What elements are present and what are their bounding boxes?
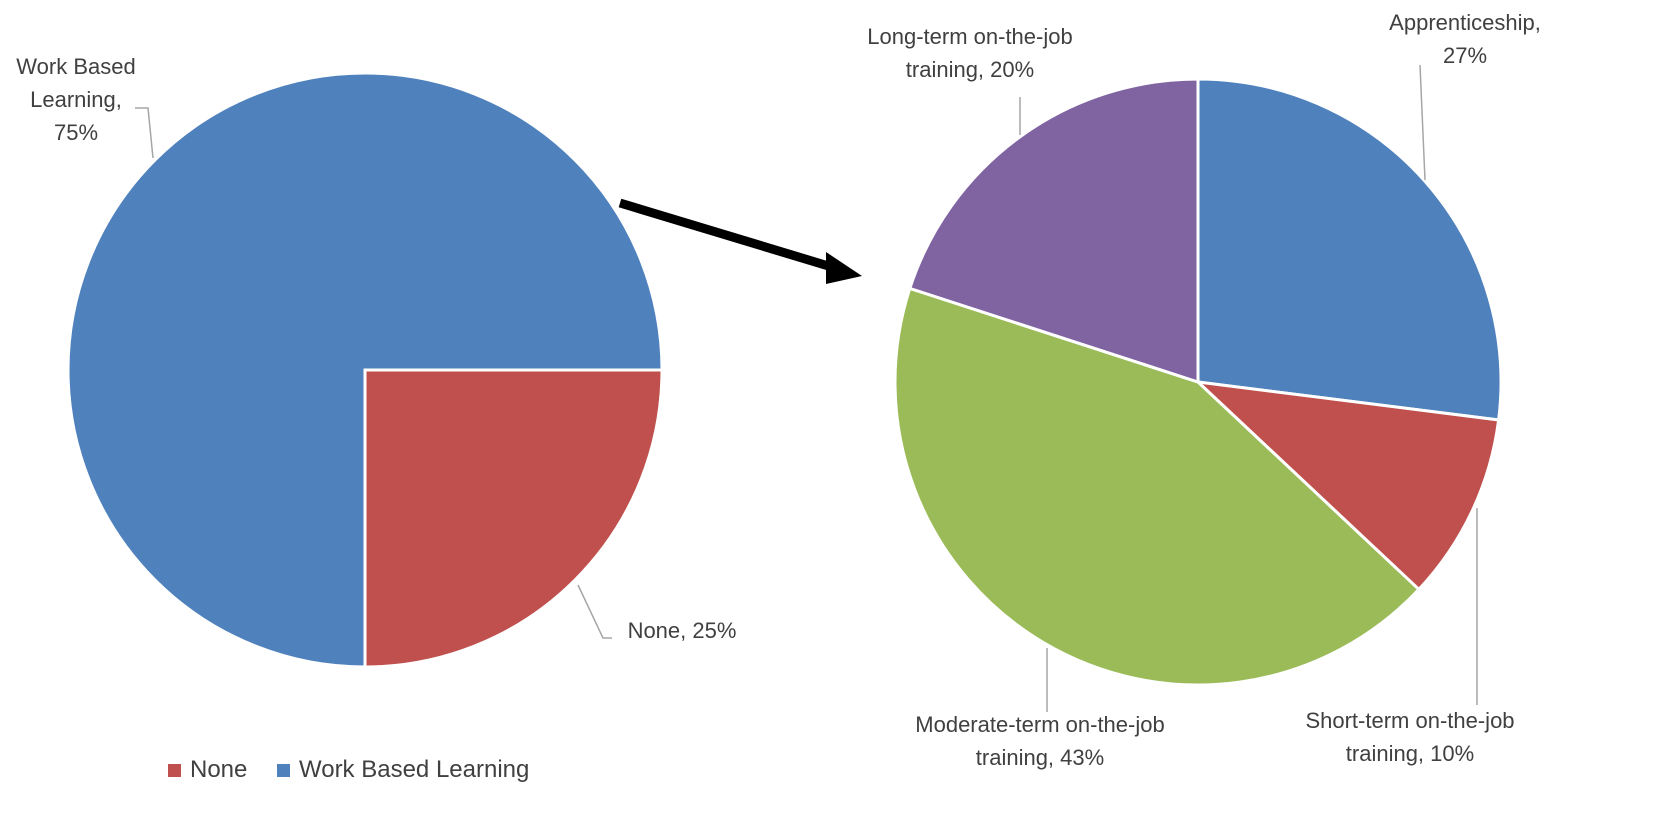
pie-slice (1196, 77, 1503, 422)
pie-slice (363, 368, 664, 669)
arrow-head (826, 252, 862, 284)
legend-swatch (277, 764, 290, 777)
pie-slice (1193, 379, 1501, 592)
leader-line (135, 107, 154, 159)
data-label: Work Based Learning, 75% (16, 54, 136, 145)
data-label: Apprenticeship, 27% (1389, 10, 1541, 68)
leader-line (577, 584, 612, 639)
pie-slice (907, 77, 1200, 385)
leader-line (1419, 64, 1426, 181)
pie-slice (893, 286, 1422, 687)
legend-label: Work Based Learning (299, 756, 530, 783)
data-label: Short-term on-the-job training, 10% (1305, 708, 1515, 766)
legend-swatch (168, 764, 181, 777)
legend-label: None (190, 756, 248, 783)
data-label: Moderate-term on-the-job training, 43% (915, 712, 1165, 770)
arrow-shaft (618, 198, 837, 273)
data-label: None, 25% (627, 618, 737, 643)
pie-slice (66, 71, 664, 669)
data-label: Long-term on-the-job training, 20% (867, 24, 1073, 82)
